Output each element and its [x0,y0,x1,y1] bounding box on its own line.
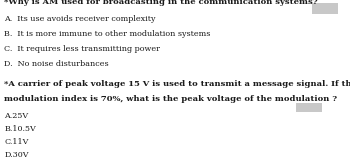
Bar [312,3,338,14]
Text: B.10.5V: B.10.5V [4,125,36,133]
Bar [296,103,322,112]
Text: D.30V: D.30V [4,151,29,159]
Text: modulation index is 70%, what is the peak voltage of the modulation ?: modulation index is 70%, what is the pea… [4,95,337,103]
Text: A.25V: A.25V [4,112,28,120]
Text: C.  It requires less transmitting power: C. It requires less transmitting power [4,45,160,53]
Text: D.  No noise disturbances: D. No noise disturbances [4,60,109,68]
Text: *Why is AM used for broadcasting in the communication systems?: *Why is AM used for broadcasting in the … [4,0,318,6]
Text: C.11V: C.11V [4,138,29,146]
Text: B.  It is more immune to other modulation systems: B. It is more immune to other modulation… [4,30,211,38]
Text: A.  Its use avoids receiver complexity: A. Its use avoids receiver complexity [4,15,156,23]
Text: *A carrier of peak voltage 15 V is used to transmit a message signal. If the: *A carrier of peak voltage 15 V is used … [4,80,350,88]
